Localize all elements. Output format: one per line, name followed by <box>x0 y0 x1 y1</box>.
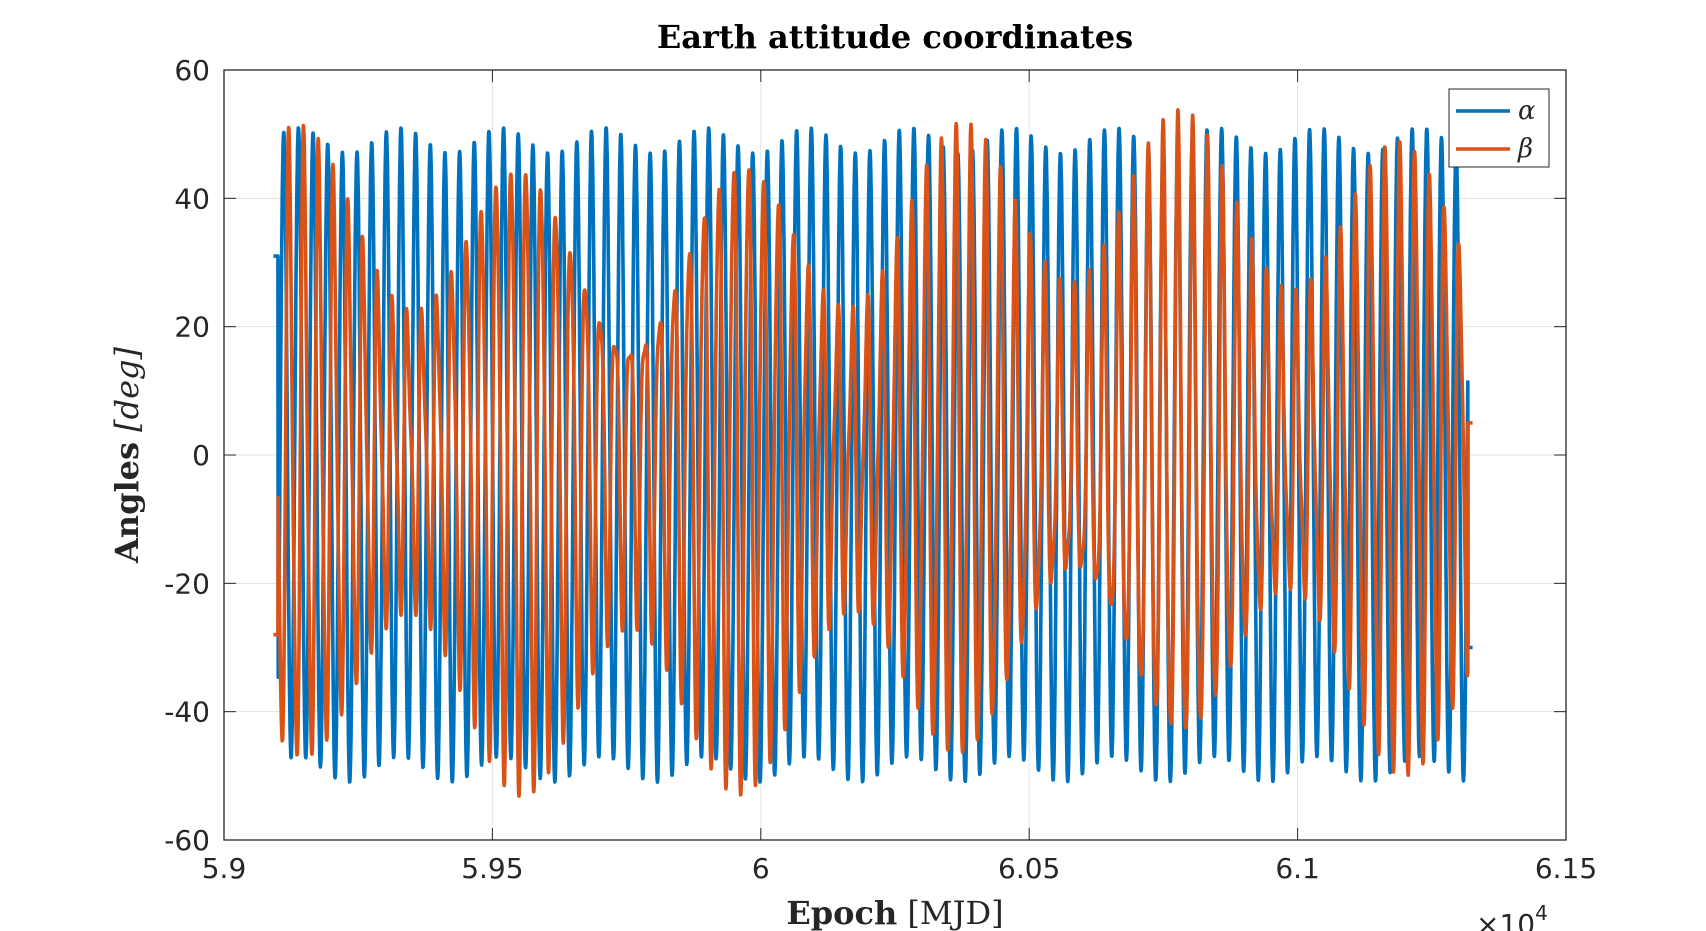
x-tick-label: 6.05 <box>998 852 1060 885</box>
series-line-beta <box>271 108 1475 798</box>
x-tick-label: 5.95 <box>461 852 523 885</box>
y-axis-label: Angles [deg] <box>108 346 146 564</box>
legend-label-alpha: α <box>1518 96 1536 126</box>
x-tick-label: 6.1 <box>1275 852 1320 885</box>
legend[interactable]: αβ <box>1448 88 1550 168</box>
x-exponent-power: 4 <box>1535 901 1548 925</box>
x-exponent-base: ×10 <box>1476 908 1535 931</box>
x-tick-label: 6 <box>752 852 770 885</box>
series-line-alpha <box>271 126 1475 784</box>
y-tick-label: 20 <box>174 311 210 344</box>
x-exponent-label: ×104 <box>1476 901 1548 931</box>
x-axis-label-unit: [MJD] <box>897 894 1003 931</box>
axis-ticks: 5.9 5.95 6 6.05 6.1 6.15 60 40 20 0 -20 -40 -60 <box>164 54 1597 885</box>
x-tick-label: 6.15 <box>1535 852 1597 885</box>
x-axis-label: Epoch [MJD] <box>786 894 1003 931</box>
y-axis-label-main: Angles <box>108 442 146 564</box>
x-axis-label-main: Epoch <box>786 894 897 931</box>
legend-box <box>1448 88 1550 168</box>
y-axis-label-unit: [deg] <box>108 346 146 442</box>
y-tick-label: 40 <box>174 182 210 215</box>
x-tick-label: 5.9 <box>202 852 247 885</box>
y-tick-label: 0 <box>192 439 210 472</box>
legend-label-beta: β <box>1517 134 1533 164</box>
chart-title: Earth attitude coordinates <box>657 18 1133 56</box>
y-tick-label: -20 <box>164 567 210 600</box>
y-tick-label: -60 <box>164 824 210 857</box>
y-tick-label: 60 <box>174 54 210 87</box>
y-tick-label: -40 <box>164 696 210 729</box>
series-layer <box>271 108 1475 798</box>
